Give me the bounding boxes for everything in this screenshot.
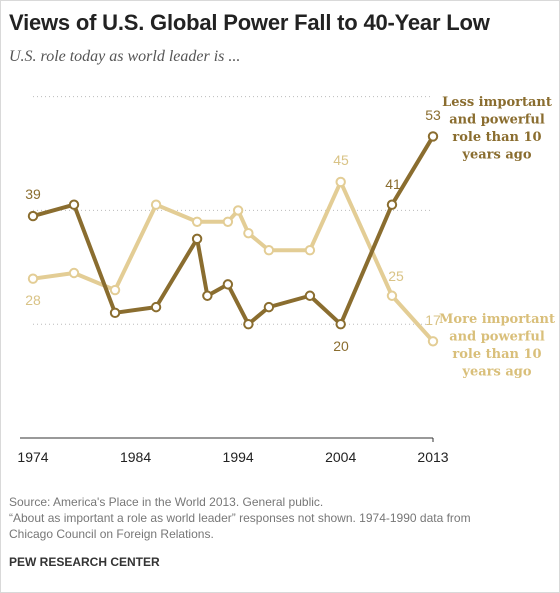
data-point [109,307,121,319]
data-point [68,199,80,210]
chart-title: Views of U.S. Global Power Fall to 40-Ye… [9,10,490,35]
source-line: Chicago Council on Foreign Relations. [9,527,214,541]
legend-label: and powerful [449,113,545,128]
legend-label: Less important [442,95,552,110]
legend-label: role than 10 [452,130,541,145]
source-line: “About as important a role as world lead… [9,511,471,525]
line-chart: 1974 1984 1994 2004 2013 39 20 41 53 28 45 25 17 Le… [17,95,555,465]
legend-label: years ago [461,148,531,163]
data-point [386,199,398,210]
data-label: 45 [333,152,349,168]
data-point [243,227,254,239]
legend-label: role than 10 [452,347,541,362]
series-line [31,179,435,344]
x-tick-label: 2004 [325,449,356,465]
data-point [304,245,316,256]
chart-subtitle: U.S. role today as world leader is ... [9,48,241,65]
data-point [335,176,346,188]
data-label: 17 [425,312,441,328]
data-point [243,319,254,330]
footer-credit: PEW RESEARCH CENTER [9,555,160,569]
data-label: 25 [388,268,404,284]
data-point [109,284,121,296]
data-point [202,290,213,301]
data-point [27,210,39,222]
source-line: Source: America's Place in the World 201… [9,495,324,509]
data-point [427,336,439,347]
x-tick-label: 1994 [223,449,254,465]
x-tick-label: 2013 [417,449,448,465]
data-point [150,199,162,210]
data-point [427,131,439,142]
data-label: 53 [425,107,441,123]
data-point [304,290,316,301]
series-line [31,134,435,327]
data-label: 28 [25,292,41,308]
data-point [68,267,80,279]
data-point [27,273,39,284]
data-label: 39 [25,186,41,202]
data-point [263,245,275,256]
data-point [150,301,162,313]
data-point [222,216,234,227]
data-label: 41 [385,176,401,192]
data-point [191,233,203,245]
x-tick-label: 1974 [17,449,48,465]
data-point [232,205,244,216]
source-note: Source: America's Place in the World 201… [9,494,549,542]
legend-label: More important [439,312,555,327]
legend-label: years ago [461,365,531,380]
data-point [222,279,234,290]
data-label: 20 [333,338,349,354]
data-point [191,216,203,227]
data-point [335,319,346,330]
data-point [263,301,275,313]
data-point [386,290,398,301]
x-tick-label: 1984 [120,449,151,465]
legend-label: and powerful [449,330,545,345]
